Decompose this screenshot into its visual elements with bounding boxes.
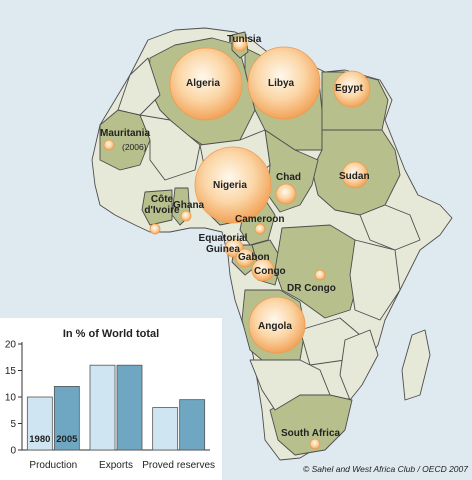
label-south-africa: South Africa — [281, 428, 341, 439]
y-tick-label: 20 — [5, 340, 17, 351]
label-angola: Angola — [258, 321, 292, 332]
label-c-te-d-ivoire: Côte d'Ivoire — [144, 194, 180, 216]
bar-proved-reserves-1980 — [152, 407, 179, 451]
bubble-nigeria — [194, 146, 272, 224]
label-chad: Chad — [276, 172, 301, 183]
bubble-south-africa — [309, 438, 321, 450]
label-egypt: Egypt — [335, 83, 363, 94]
series-label-1980: 1980 — [29, 434, 50, 445]
world-share-chart: 0 5 10 15 20 1980 2005 Production Exports Proved … — [5, 340, 215, 472]
ethiopia-shape — [359, 204, 421, 251]
bubble-drcongo — [314, 269, 326, 281]
category-label-production: Production — [29, 460, 77, 471]
label-mauritania-note: (2006) — [122, 142, 147, 152]
bubble-gabon — [235, 248, 255, 268]
madagascar-shape — [401, 329, 431, 401]
bar-exports-2005 — [116, 364, 143, 451]
y-tick-label: 10 — [5, 393, 17, 404]
bubble-cameroon — [254, 223, 266, 235]
bubble-egypt — [333, 70, 371, 108]
label-gabon: Gabon — [238, 252, 270, 263]
bubble-algeria — [169, 47, 243, 121]
label-ghana: Ghana — [173, 200, 205, 211]
mali-shape — [139, 114, 201, 181]
bubble-angola — [248, 296, 306, 354]
bubble-libya — [247, 46, 321, 120]
cote-divoire-shape — [141, 189, 173, 226]
category-label-exports: Exports — [99, 460, 133, 471]
label-cameroon: Cameroon — [235, 214, 285, 225]
label-dr-congo: DR Congo — [287, 283, 336, 294]
y-tick-label: 5 — [10, 419, 16, 430]
y-tick-label: 0 — [10, 446, 16, 457]
bubble-mauritania — [103, 139, 115, 151]
label-equatorial-guinea: Equatorial Guinea — [198, 233, 248, 255]
label-mauritania: Mauritania — [100, 128, 151, 139]
bubble-tunisia — [232, 36, 248, 52]
bubbles-layer — [103, 36, 371, 450]
label-nigeria: Nigeria — [213, 180, 247, 191]
label-algeria: Algeria — [186, 78, 220, 89]
bar-production-2005 — [53, 386, 80, 451]
bubble-congo — [251, 258, 275, 282]
bubble-chad — [275, 183, 297, 205]
series-label-2005: 2005 — [56, 434, 78, 445]
chart-title: In % of World total — [62, 328, 160, 340]
world-share-chart-panel: 0 5 10 15 20 1980 2005 Production Exports Proved … — [0, 318, 222, 480]
kenya-tanzania-shape — [349, 239, 401, 321]
bar-production-1980 — [26, 396, 53, 451]
label-congo: Congo — [254, 266, 286, 277]
namibia-botswana-shape — [249, 359, 331, 411]
label-sudan: Sudan — [339, 171, 370, 182]
mozambique-shape — [339, 329, 379, 401]
category-label-proved-reserves: Proved reserves — [142, 460, 215, 471]
bubble-sudan — [341, 161, 369, 189]
bar-exports-1980 — [89, 364, 116, 451]
label-libya: Libya — [268, 78, 295, 89]
bubble-cote-divoire — [149, 223, 161, 235]
y-tick-label: 15 — [5, 366, 17, 377]
bar-proved-reserves-2005 — [179, 399, 206, 451]
label-tunisia: Tunisia — [227, 34, 262, 45]
morocco-shape — [117, 57, 161, 116]
copyright-credit: © Sahel and West Africa Club / OECD 2007 — [302, 464, 468, 474]
bubble-ghana — [180, 210, 192, 222]
